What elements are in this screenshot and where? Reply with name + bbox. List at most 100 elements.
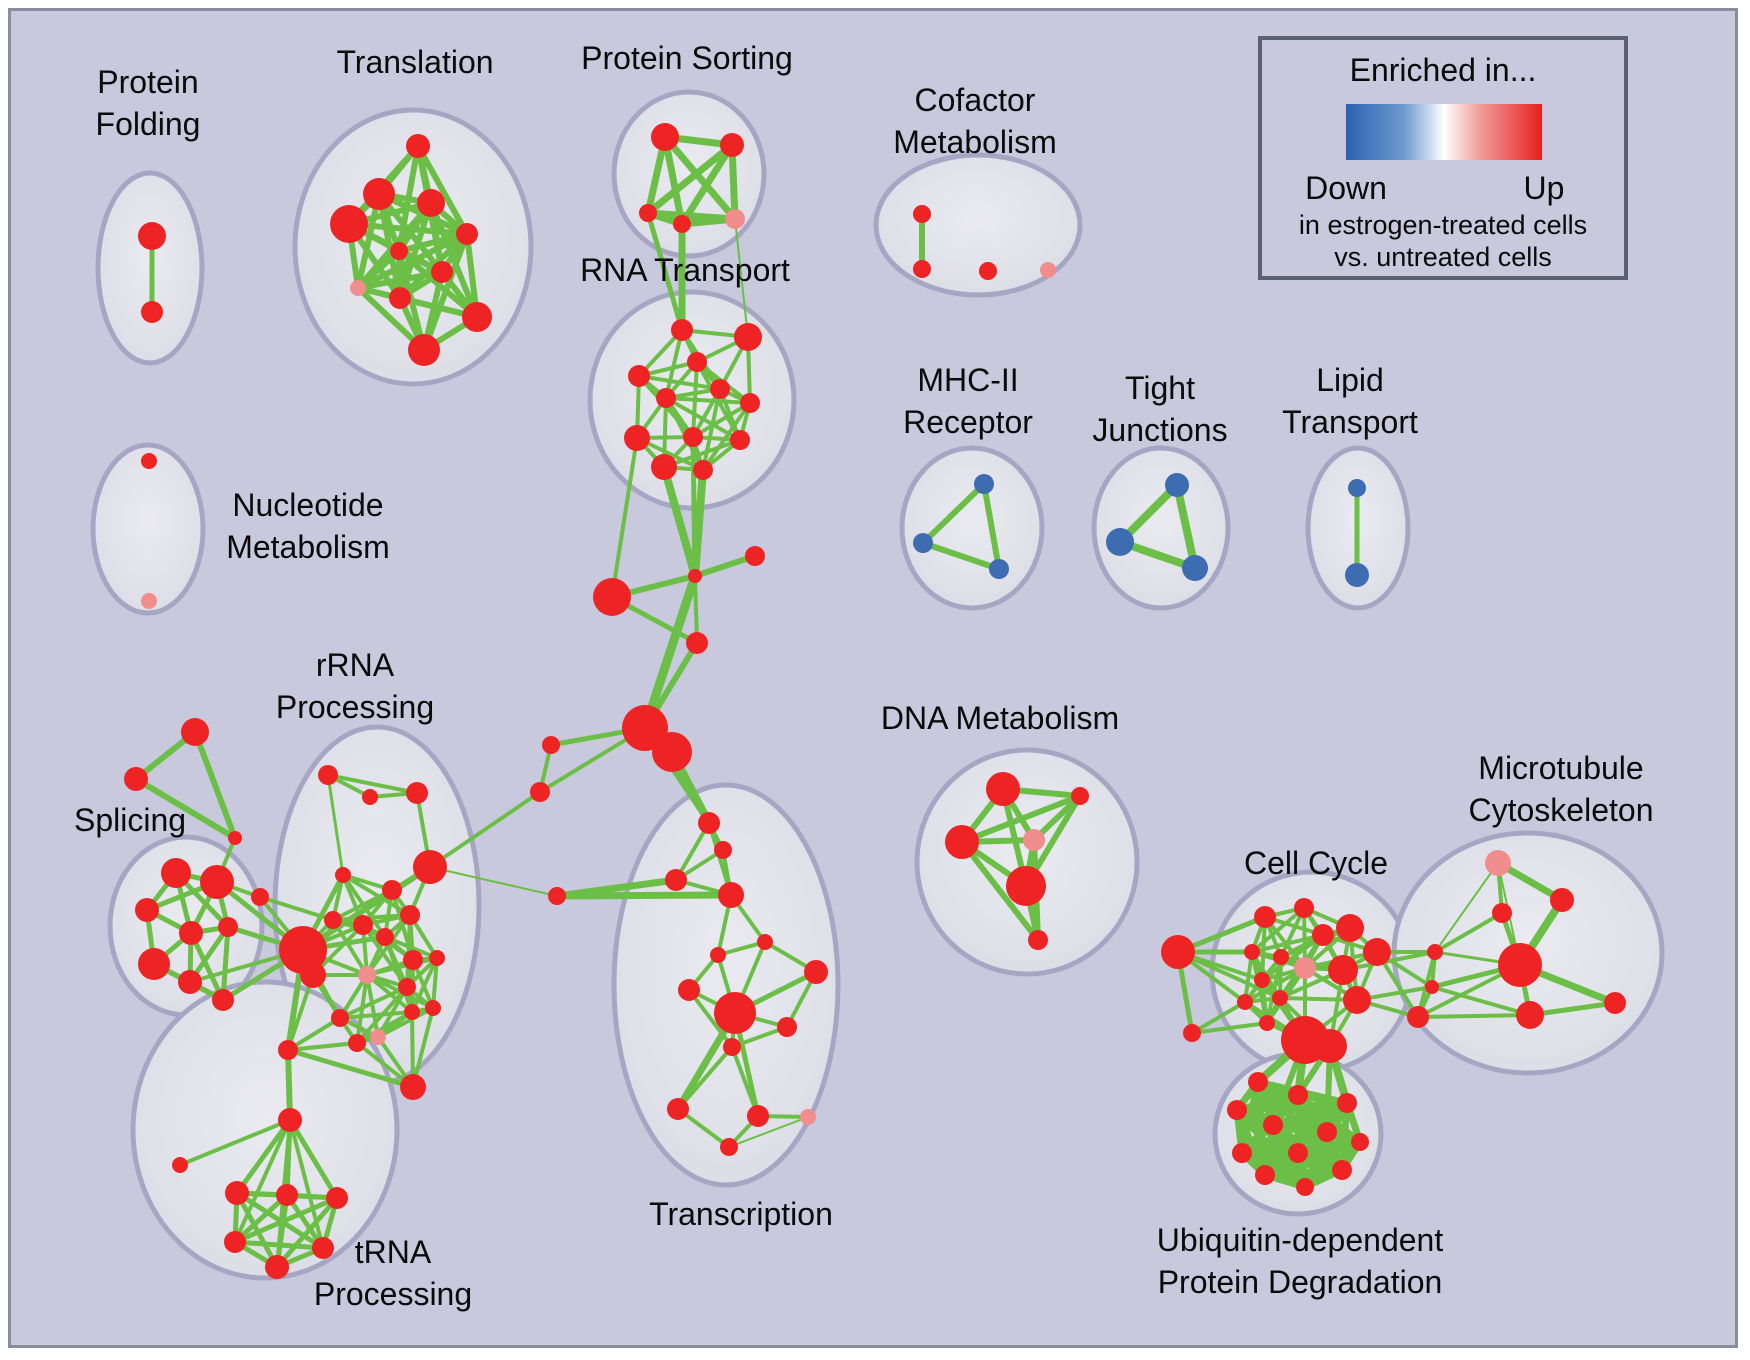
edge — [1250, 906, 1306, 954]
node-tight-junctions — [1165, 473, 1189, 497]
edge — [691, 469, 707, 577]
edge — [275, 1196, 339, 1269]
cluster-label-rna-transport: RNA Transport — [580, 252, 790, 288]
edge — [339, 1010, 413, 1020]
node-rna-transport — [710, 379, 730, 399]
node-dna-metabolism — [1023, 829, 1045, 851]
node-connector-hub — [745, 546, 765, 566]
edge — [981, 483, 1002, 570]
edge — [960, 793, 1082, 845]
node-cell-cycle — [1272, 990, 1288, 1006]
node-connector-hub — [686, 632, 708, 654]
edge — [1173, 484, 1199, 569]
cluster-label-cofactor-metabolism: Cofactor Metabolism — [893, 82, 1057, 160]
node-cell-cycle — [1183, 1024, 1201, 1042]
node-rrna-processing — [324, 911, 342, 929]
edge — [286, 1016, 342, 1052]
edge — [664, 329, 684, 399]
cluster-label-translation: Translation — [336, 44, 494, 80]
node-rrna-processing — [398, 978, 416, 996]
cluster-label-tight-junctions: Tight Junctions — [1092, 370, 1228, 448]
node-protein-folding — [141, 301, 163, 323]
cluster-label-protein-folding: Protein Folding — [95, 64, 201, 142]
node-transcription — [800, 1109, 816, 1125]
node-connector-hub — [548, 887, 566, 905]
edge — [717, 940, 766, 957]
node-ubiquitin-degradation — [1263, 1115, 1283, 1135]
edge — [556, 891, 732, 900]
node-rrna-processing — [279, 926, 327, 974]
node-connector-hub — [688, 569, 702, 583]
edge — [327, 773, 418, 795]
edge — [326, 774, 345, 876]
node-translation — [363, 178, 395, 210]
node-rrna-processing — [425, 1000, 441, 1016]
edge — [665, 396, 751, 405]
edge — [694, 553, 756, 579]
node-translation — [390, 242, 408, 260]
node-dna-metabolism — [1028, 930, 1048, 950]
node-trna-processing — [326, 1187, 348, 1209]
node-nucleotide-metabolism — [141, 453, 157, 469]
cluster-label-lipid-transport: Lipid Transport — [1282, 362, 1418, 440]
node-cofactor-metabolism — [1040, 262, 1056, 278]
node-trna-processing — [278, 1108, 302, 1132]
node-cell-cycle — [1294, 898, 1314, 918]
edge — [339, 985, 408, 1020]
edge — [638, 374, 721, 391]
node-transcription — [723, 1038, 741, 1056]
cluster-label-microtubule-cytoskeleton: Microtubule Cytoskeleton — [1468, 750, 1654, 828]
node-protein-sorting — [673, 215, 691, 233]
node-trna-processing — [276, 1184, 298, 1206]
node-rrna-processing — [400, 905, 420, 925]
node-transcription — [667, 1098, 689, 1120]
node-cell-cycle — [1273, 949, 1289, 965]
node-transcription — [710, 947, 726, 963]
cluster-label-protein-sorting: Protein Sorting — [581, 40, 793, 76]
node-cell-cycle — [1407, 1006, 1429, 1028]
legend-gradient-bar — [1346, 104, 1542, 160]
node-cell-cycle — [1294, 957, 1316, 979]
node-nucleotide-metabolism — [141, 593, 157, 609]
node-rna-transport — [671, 319, 693, 341]
node-microtubule-cytoskeleton — [1550, 888, 1574, 912]
edge — [188, 931, 226, 1002]
node-rrna-processing — [318, 765, 338, 785]
edge — [288, 1119, 325, 1249]
edge — [179, 1118, 291, 1167]
node-transcription — [777, 1017, 797, 1037]
node-transcription — [720, 1138, 738, 1156]
cluster-ellipse-mhc-ii-receptor — [899, 445, 1045, 611]
edge — [1434, 862, 1499, 953]
edge — [384, 935, 438, 960]
node-splicing-satellite — [228, 831, 242, 845]
edge — [287, 1118, 340, 1200]
edge — [348, 221, 468, 237]
node-tight-junctions — [1106, 528, 1134, 556]
edge — [220, 926, 231, 1001]
node-transcription — [678, 979, 700, 1001]
node-rna-transport — [624, 425, 650, 451]
edge — [1342, 950, 1436, 972]
node-rrna-processing — [406, 782, 428, 804]
legend-title: Enriched in... — [1349, 52, 1537, 88]
edge — [645, 142, 735, 216]
node-connector-hub — [542, 736, 560, 754]
node-tight-junctions — [1182, 555, 1208, 581]
node-splicing — [200, 865, 234, 899]
node-transcription — [718, 882, 744, 908]
node-cell-cycle — [1312, 924, 1334, 946]
node-cell-cycle — [1259, 1015, 1275, 1031]
edge — [1251, 933, 1324, 954]
edge — [287, 1047, 414, 1090]
cluster-label-rrna-processing: rRNA Processing — [275, 647, 435, 725]
node-cell-cycle — [1161, 935, 1195, 969]
node-rrna-processing — [370, 1029, 386, 1045]
node-dna-metabolism — [986, 772, 1020, 806]
edge — [691, 401, 752, 439]
edge — [701, 401, 752, 472]
edge — [355, 193, 382, 289]
node-rrna-processing — [400, 1074, 426, 1100]
node-dna-metabolism — [1006, 866, 1046, 906]
